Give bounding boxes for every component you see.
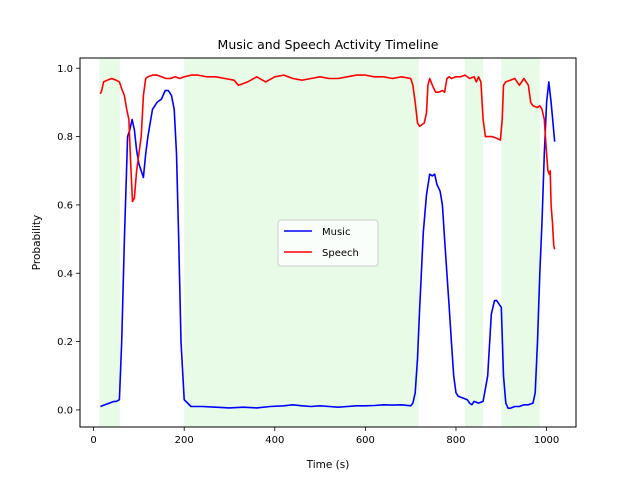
- plot-frame: [79, 57, 577, 428]
- legend-label-music: Music: [322, 227, 350, 238]
- chart-title: Music and Speech Activity Timeline: [218, 37, 439, 52]
- series-lines: [99, 74, 556, 410]
- y-tick-label: 1.0: [57, 64, 73, 75]
- legend: Music Speech: [277, 219, 379, 267]
- shaded-region: [465, 58, 484, 427]
- series-line-music: [100, 81, 556, 410]
- legend-label-speech: Speech: [322, 248, 359, 259]
- y-tick-label: 0.4: [57, 269, 73, 280]
- x-tick-label: 400: [265, 435, 284, 446]
- y-tick-label: 0.6: [57, 200, 73, 211]
- series-line-speech: [99, 74, 556, 250]
- shaded-region: [501, 58, 540, 427]
- x-tick-label: 1000: [534, 435, 559, 446]
- x-tick-label: 0: [90, 435, 96, 446]
- x-tick-label: 200: [175, 435, 194, 446]
- y-tick-label: 0.8: [57, 132, 73, 143]
- shaded-region: [99, 58, 120, 427]
- y-axis-title: Probability: [31, 215, 43, 271]
- x-axis-title: Time (s): [306, 459, 350, 471]
- y-axis: 0.0 0.2 0.4 0.6 0.8 1.0: [57, 64, 80, 416]
- x-tick-label: 800: [446, 435, 465, 446]
- y-tick-label: 0.2: [57, 337, 73, 348]
- y-tick-label: 0.0: [57, 405, 73, 416]
- x-axis: 0 200 400 600 800 1000: [90, 427, 559, 446]
- x-tick-label: 600: [356, 435, 375, 446]
